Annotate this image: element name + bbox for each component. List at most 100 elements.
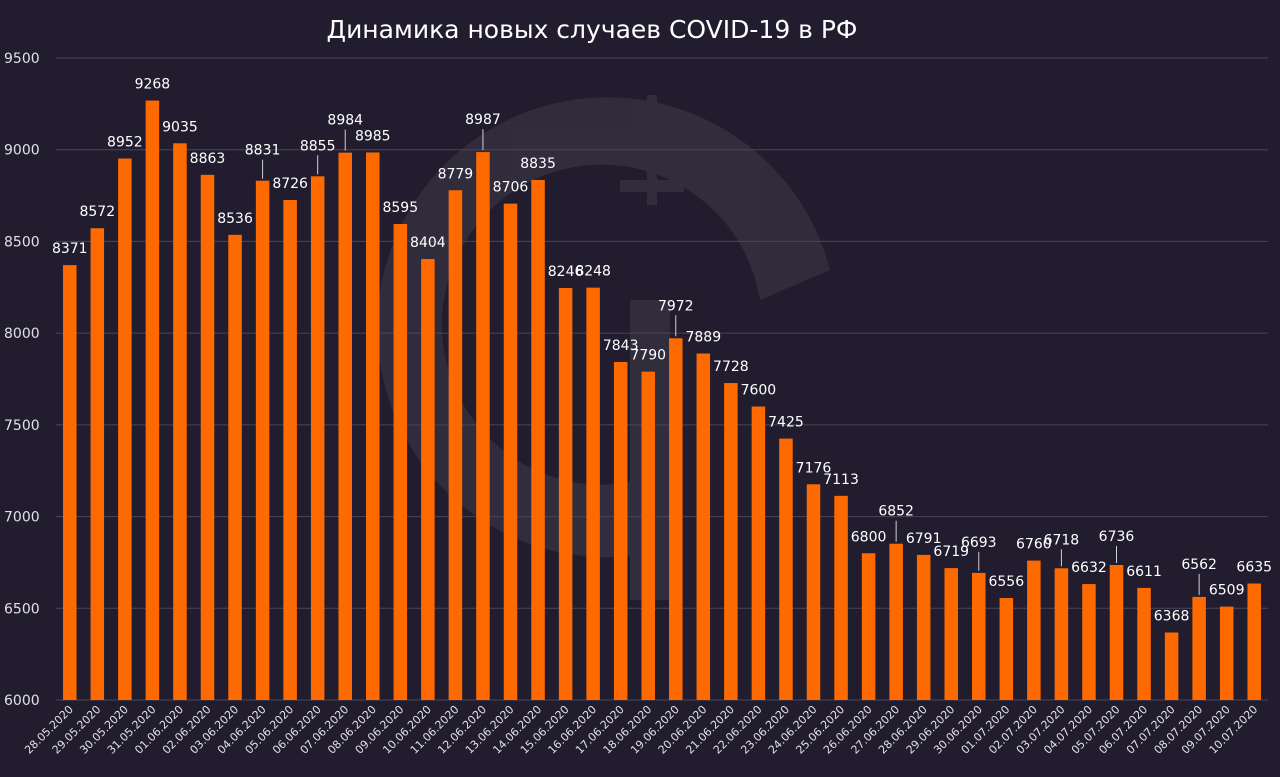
bar [834,495,848,700]
bar [861,553,876,700]
bar [503,203,518,701]
y-tick-label: 8500 [4,234,40,250]
data-label: 6718 [1044,532,1080,548]
bar [724,383,738,700]
data-label: 8371 [52,241,88,257]
data-label: 6760 [1016,537,1052,553]
data-label: 8595 [382,200,418,216]
bar [476,152,490,700]
data-label: 6632 [1071,560,1107,576]
data-label: 7972 [658,298,694,314]
data-label: 8248 [575,264,611,280]
y-tick-label: 8000 [4,326,40,342]
bar [1247,583,1261,700]
data-label: 7425 [768,415,804,431]
bar [255,180,270,700]
bar [1192,596,1206,700]
bar [669,338,683,700]
y-tick-label: 7500 [4,418,40,434]
data-label: 6791 [906,531,942,547]
bars [63,100,1261,701]
data-label: 8404 [410,235,446,251]
data-label: 7728 [713,359,749,375]
bar [806,484,821,700]
data-label: 8863 [190,151,226,167]
bar [63,265,77,700]
data-labels: 8371 8572 8952 9268 9035 8863 8536 8831 8726 8855… [52,77,1272,625]
data-label: 8831 [245,143,281,159]
y-tick-label: 6500 [4,601,40,617]
data-label: 6562 [1181,557,1217,573]
y-tick-label: 7000 [4,510,40,526]
bar [972,572,986,700]
bar [999,598,1014,700]
bar [613,361,628,700]
bar [696,353,711,700]
bar [916,554,931,700]
bar [200,174,215,700]
data-label: 8987 [465,112,501,128]
data-label: 7113 [823,472,859,488]
data-label: 7889 [685,330,721,346]
data-label: 6611 [1126,564,1162,580]
bar [1219,606,1234,700]
bar [1164,632,1179,700]
data-label: 6368 [1154,608,1190,624]
y-tick-label: 9000 [4,143,40,159]
bar [448,190,463,700]
data-label: 6719 [933,544,969,560]
bar [641,371,655,700]
bar [173,143,187,700]
data-label: 7176 [796,460,832,476]
data-label: 7790 [630,348,666,364]
data-label: 8855 [300,138,336,154]
bar [779,438,793,700]
data-label: 8572 [79,204,115,220]
bar [1082,584,1096,700]
bar [421,259,435,700]
data-label: 7600 [741,383,777,399]
bar [1027,560,1041,700]
bar [1109,564,1124,700]
data-label: 9268 [135,77,171,93]
data-label: 6852 [878,504,914,520]
bar [393,224,408,700]
bar [1054,568,1069,700]
data-label: 6736 [1099,529,1135,545]
bar [90,228,105,700]
data-label: 6800 [851,529,887,545]
data-label: 6556 [988,574,1024,590]
y-axis-ticks: 6000 6500 7000 7500 8000 8500 9000 9500 [4,51,40,709]
bar [944,568,958,700]
label-leader-lines [262,129,1200,595]
bar [310,176,325,701]
data-label: 8246 [548,264,584,280]
data-label: 8984 [327,113,363,129]
y-tick-label: 9500 [4,51,40,67]
data-label: 8985 [355,128,391,144]
y-tick-label: 6000 [4,693,40,709]
bar [118,158,132,700]
data-label: 8835 [520,156,556,172]
bar [558,288,573,700]
data-label: 6509 [1209,583,1245,599]
bar [531,179,545,701]
data-label: 8779 [438,166,474,182]
bar [145,100,160,701]
bar [338,152,352,700]
bar [1137,587,1151,700]
data-label: 8706 [493,180,529,196]
bar [366,152,380,701]
data-label: 9035 [162,119,198,135]
bar [586,287,600,700]
data-label: 7843 [603,338,639,354]
chart-title: Динамика новых случаев COVID-19 в РФ [327,15,858,44]
bar [889,543,903,700]
data-label: 8536 [217,211,253,227]
bar [228,234,242,701]
data-label: 8726 [272,176,308,192]
bar [751,406,766,700]
data-label: 8952 [107,135,143,151]
data-label: 6635 [1236,560,1272,576]
